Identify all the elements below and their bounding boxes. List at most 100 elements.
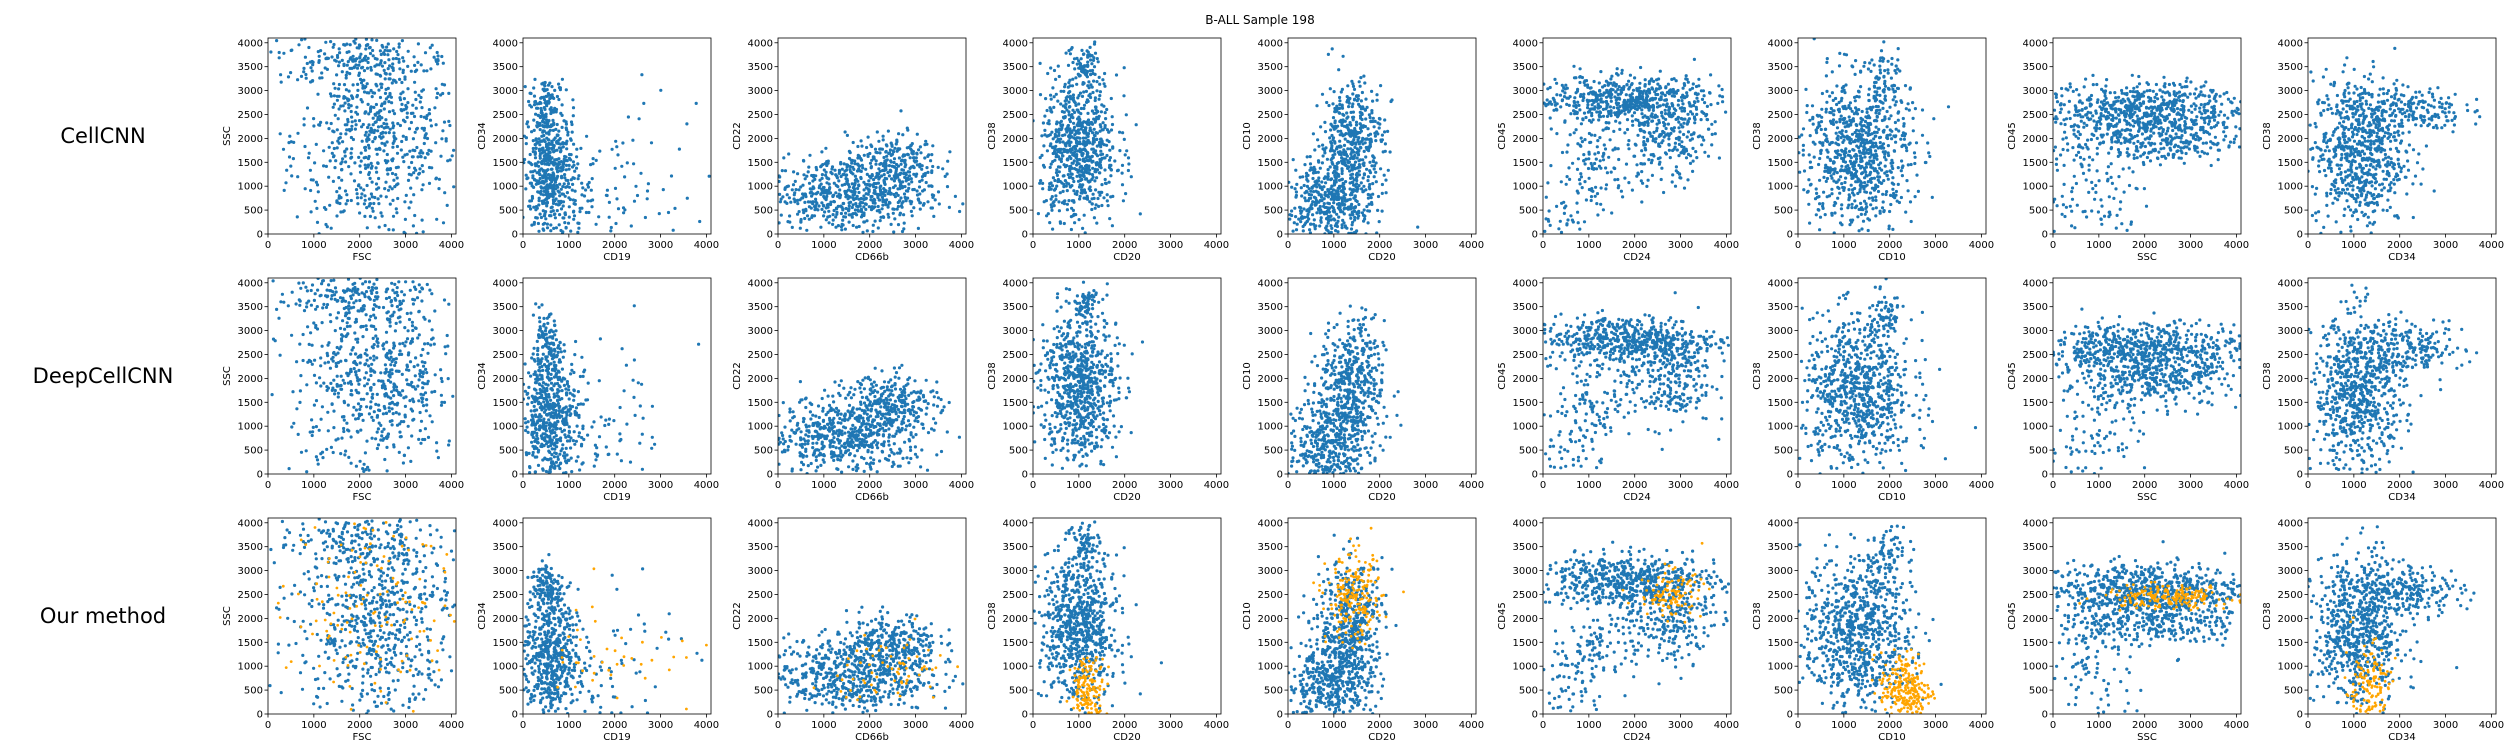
data-point [1057,170,1061,174]
data-point [615,197,619,201]
data-point [1323,190,1327,195]
data-point [1582,111,1587,115]
data-point [1048,106,1052,110]
data-point [354,110,358,114]
data-point [347,106,351,110]
data-point [391,214,396,218]
data-point [1615,67,1619,71]
data-point [1361,158,1365,162]
data-point [1376,194,1381,199]
data-point [538,156,542,160]
data-point [440,137,444,141]
data-point [1363,108,1367,112]
data-point [299,74,304,78]
data-point [788,214,792,218]
data-point [564,142,568,146]
data-point [323,66,327,70]
data-point [1099,166,1103,170]
data-point [1306,212,1310,217]
data-point [560,174,564,178]
data-point [1305,219,1309,223]
data-point [545,222,550,226]
x-tick-label: 0 [775,240,781,251]
data-point [1071,214,1075,218]
data-point [1346,159,1350,163]
data-point [339,104,343,108]
data-point [1639,129,1643,133]
data-point [1309,204,1313,208]
x-axis-label: CD20 [1113,252,1140,263]
data-point [346,60,350,64]
data-point [1646,178,1650,182]
data-point [566,130,570,134]
data-point [1667,142,1671,147]
data-point [1614,82,1618,87]
data-point [1360,187,1364,191]
data-point [311,60,315,64]
data-point [1617,85,1621,89]
data-point [1322,197,1326,201]
data-point [1590,111,1594,115]
data-point [1105,153,1109,158]
data-point [1100,103,1104,107]
data-point [357,63,361,67]
data-point [1091,136,1096,140]
data-point [368,109,373,113]
data-point [391,228,395,232]
data-point [358,55,362,59]
data-point [416,60,420,64]
data-point [1564,204,1568,208]
data-point [548,150,552,154]
data-point [554,226,559,230]
data-point [1560,150,1565,155]
data-point [1071,97,1075,101]
data-point [1343,224,1347,228]
data-point [1078,197,1082,201]
data-point [403,217,407,221]
data-point [335,214,339,218]
data-point [629,224,633,228]
data-point [350,95,354,99]
data-point [418,167,422,171]
data-point [425,136,430,141]
data-point [857,167,861,171]
data-point [865,229,869,233]
data-point [926,154,930,158]
data-point [545,200,550,204]
data-point [1565,102,1569,106]
data-point [1341,120,1345,124]
data-point [1362,219,1366,223]
data-point [427,108,431,112]
data-point [1593,133,1597,137]
data-point [387,58,391,62]
data-point [859,176,863,181]
data-point [550,184,554,188]
data-point [887,151,891,156]
data-point [616,153,620,157]
data-point [388,72,392,76]
data-point [409,186,413,190]
data-point [549,167,554,171]
data-point [869,195,873,199]
data-point [932,214,936,218]
data-point [400,102,404,106]
data-point [400,139,404,144]
data-point [1384,178,1388,182]
data-point [540,95,544,100]
data-point [915,132,919,136]
data-point [621,206,626,210]
data-point [889,160,893,164]
data-point [1045,149,1049,153]
data-point [1348,96,1352,101]
data-point [424,132,428,136]
data-point [1565,150,1569,154]
data-point [847,195,851,199]
data-point [857,197,861,201]
data-point [1682,106,1686,111]
data-point [1337,201,1341,206]
data-point [877,139,881,143]
data-point [549,214,553,218]
data-point [1346,205,1351,209]
data-point [363,133,367,137]
data-point [409,120,413,125]
